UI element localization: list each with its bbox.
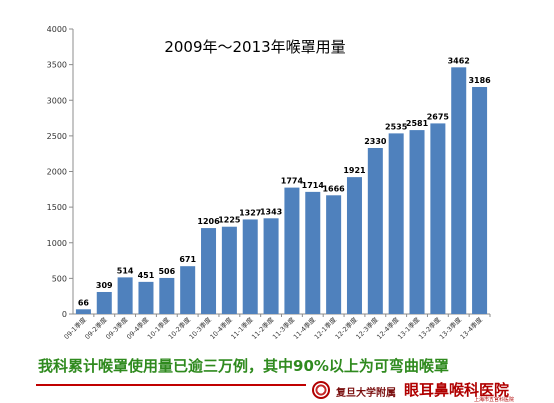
data-label: 506 [158,267,175,276]
data-label: 1225 [218,216,241,225]
data-label: 1327 [239,208,261,217]
data-label: 2675 [427,112,450,121]
data-label: 671 [179,255,196,264]
hospital-subtitle: 上海市五官科医院 [474,397,515,403]
y-tick-label: 3000 [47,96,67,105]
bar [472,86,488,314]
data-label: 1206 [197,217,220,226]
data-label: 1774 [281,177,304,186]
x-tick-label: 13-4季度 [458,315,484,341]
data-label: 1343 [260,207,282,216]
data-label: 451 [138,271,155,280]
y-tick-label: 0 [62,310,67,319]
bar [221,226,237,314]
bar [451,67,467,315]
data-label: 1714 [302,181,325,190]
data-label: 2535 [385,122,408,131]
y-tick-label: 1500 [47,203,67,212]
y-tick-label: 2000 [47,168,67,177]
bar [326,195,342,314]
data-label: 66 [78,298,90,307]
y-tick-label: 4000 [47,25,67,34]
bar [242,219,258,314]
bar [75,309,91,314]
bar [284,187,300,314]
bar [388,133,404,314]
institution-name: 复旦大学附属 [336,388,396,399]
y-tick-label: 500 [52,274,67,283]
data-label: 1921 [343,166,366,175]
data-label: 514 [117,266,134,275]
data-label: 3186 [468,76,491,85]
data-label: 3462 [448,56,470,65]
bar [159,277,175,314]
y-tick-label: 2500 [47,132,67,141]
bar [138,281,154,314]
data-label: 2330 [364,137,387,146]
footer-divider [36,384,306,386]
data-label: 2581 [406,119,429,128]
bar [201,228,217,314]
bar [409,130,425,314]
hospital-name: 眼耳鼻喉科医院 [404,381,510,399]
y-tick-label: 3500 [47,61,67,70]
bar [180,266,196,314]
bar [96,291,112,314]
chart-title: 2009年～2013年喉罩用量 [164,38,345,56]
bar [263,218,279,314]
bar [117,277,133,314]
bar [367,147,383,314]
bar [346,177,362,314]
bar [430,123,446,314]
data-label: 309 [96,281,113,290]
bar-chart: 0 500 1000 1500 2000 2500 3000 3500 4000 2009年～20… [47,25,492,341]
data-label: 1666 [322,184,345,193]
footer: 复旦大学附属 眼耳鼻喉科医院 上海市五官科医院 [0,381,554,403]
hospital-logo-icon [312,381,330,399]
chart-caption: 我科累计喉罩使用量已逾三万例，其中90%以上为可弯曲喉罩 [38,357,449,375]
bar [305,191,321,314]
y-tick-label: 1000 [47,239,67,248]
